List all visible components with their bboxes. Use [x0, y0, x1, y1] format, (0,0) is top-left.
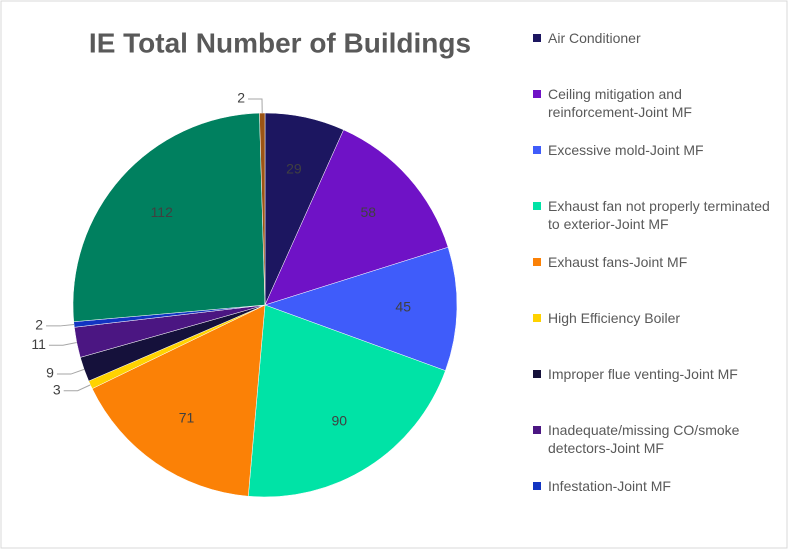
legend-label: Infestation-Joint MF [548, 478, 671, 494]
legend-item: Infestation-Joint MF [533, 477, 773, 513]
data-label: 11 [31, 336, 46, 352]
legend-item: Ceiling mitigation and reinforcement-Joi… [533, 85, 773, 121]
leader-line [63, 384, 91, 392]
legend-swatch [533, 258, 541, 266]
legend-swatch [533, 370, 541, 378]
leader-line [248, 98, 263, 114]
legend-item: High Efficiency Boiler [533, 309, 773, 345]
pie-slice [247, 304, 446, 498]
legend-label: Exhaust fans-Joint MF [548, 254, 688, 270]
data-label: 71 [179, 410, 195, 426]
legend-item: Inadequate/missing CO/smoke detectors-Jo… [533, 421, 773, 457]
legend-swatch [533, 90, 541, 98]
legend-swatch [533, 482, 541, 490]
data-label: 2 [237, 90, 245, 106]
leader-line [48, 341, 77, 346]
data-label: 112 [151, 204, 174, 220]
legend-item: Improper flue venting-Joint MF [533, 365, 773, 401]
data-label: 58 [360, 204, 376, 220]
legend-swatch [533, 314, 541, 322]
data-label: 2 [35, 317, 43, 333]
legend-item: Exhaust fan not properly terminated to e… [533, 197, 773, 233]
legend-label: Excessive mold-Joint MF [548, 142, 704, 158]
pie-slice [264, 129, 449, 306]
leader-line [46, 324, 75, 327]
legend-swatch [533, 34, 541, 42]
data-label: 90 [331, 412, 347, 428]
data-label: 45 [395, 299, 411, 315]
legend-item: Excessive mold-Joint MF [533, 141, 773, 177]
pie-slice [264, 246, 458, 371]
leader-line [56, 368, 85, 375]
data-label: 9 [46, 365, 54, 381]
pie-slice [91, 304, 266, 497]
legend-label: Improper flue venting-Joint MF [548, 366, 738, 382]
legend-label: Ceiling mitigation and reinforcement-Joi… [548, 86, 692, 120]
legend-label: Air Conditioner [548, 30, 641, 46]
legend-swatch [533, 426, 541, 434]
data-label: 3 [53, 381, 61, 397]
pie-slice [72, 112, 266, 323]
legend-item: Exhaust fans-Joint MF [533, 253, 773, 289]
chart-title: IE Total Number of Buildings [89, 27, 471, 58]
legend-item: Air Conditioner [533, 29, 773, 65]
legend-swatch [533, 146, 541, 154]
data-label: 29 [286, 161, 302, 177]
legend-label: High Efficiency Boiler [548, 310, 681, 326]
legend-label: Exhaust fan not properly terminated to e… [548, 198, 770, 232]
legend-swatch [533, 202, 541, 210]
legend-label: Inadequate/missing CO/smoke detectors-Jo… [548, 422, 740, 456]
